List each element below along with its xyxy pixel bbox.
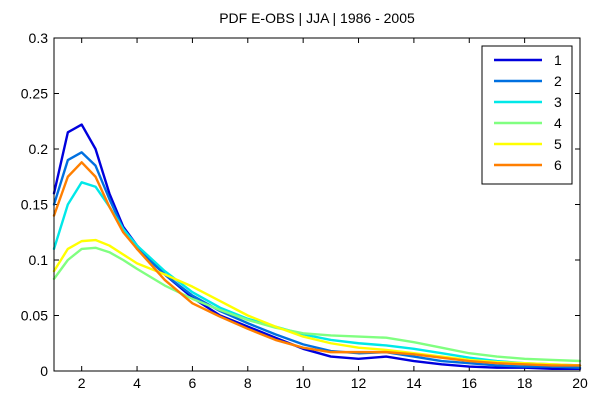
x-tick-label: 20 — [572, 375, 588, 391]
legend: 1 2 3 4 5 6 — [481, 45, 573, 185]
legend-label-2: 2 — [554, 73, 562, 89]
y-tick-label: 0.15 — [21, 197, 48, 213]
legend-label-1: 1 — [554, 52, 562, 68]
series-line-1 — [52, 123, 582, 370]
x-tick-label: 12 — [351, 375, 367, 391]
y-tick-label: 0.25 — [21, 86, 48, 102]
legend-box — [481, 45, 573, 185]
x-tick-label: 2 — [78, 375, 86, 391]
y-tick-label: 0.2 — [29, 141, 49, 157]
x-tick-label: 10 — [295, 375, 311, 391]
legend-label-4: 4 — [554, 115, 562, 131]
x-tick-label: 16 — [461, 375, 477, 391]
legend-label-6: 6 — [554, 157, 562, 173]
x-tick-label: 8 — [244, 375, 252, 391]
axes-frame — [53, 37, 581, 372]
x-tick-label: 6 — [189, 375, 197, 391]
y-tick-label: 0 — [40, 363, 48, 379]
x-tick-label: 4 — [133, 375, 141, 391]
series-lines — [52, 123, 582, 370]
series-line-2 — [52, 151, 582, 369]
chart-title: PDF E-OBS | JJA | 1986 - 2005 — [219, 10, 415, 26]
series-line-6 — [52, 161, 582, 367]
y-tick-label: 0.05 — [21, 308, 48, 324]
y-tick-label: 0.1 — [29, 252, 49, 268]
y-tick-label: 0.3 — [29, 30, 49, 46]
x-tick-label: 14 — [406, 375, 422, 391]
x-tick-label: 18 — [517, 375, 533, 391]
legend-label-5: 5 — [554, 136, 562, 152]
legend-label-3: 3 — [554, 94, 562, 110]
